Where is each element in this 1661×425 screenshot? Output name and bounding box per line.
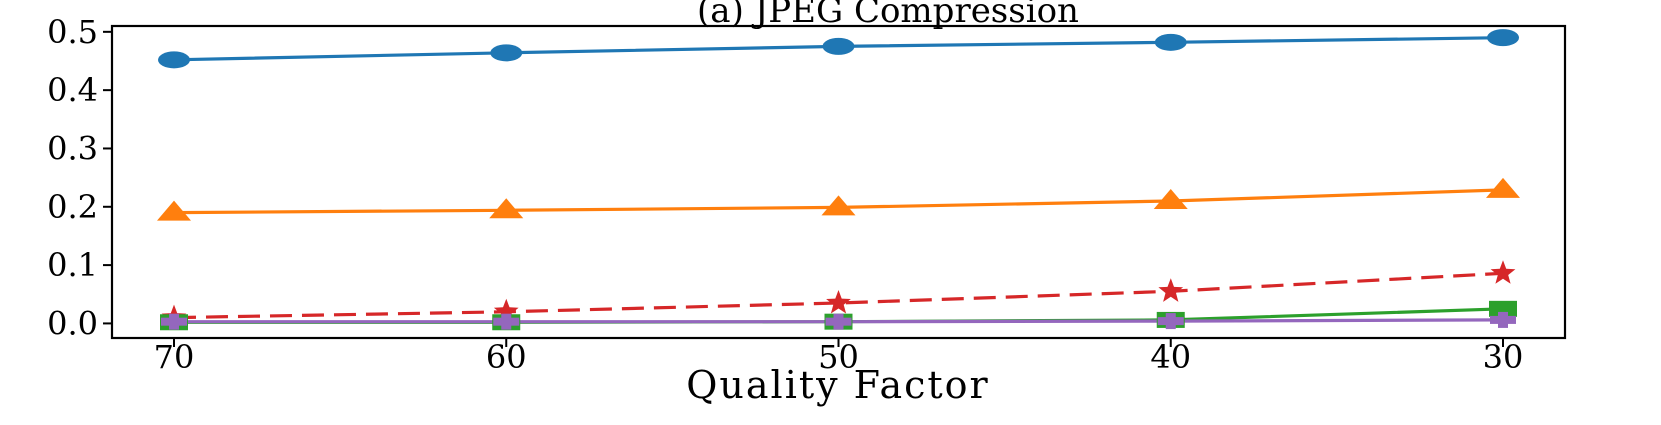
y-tick-label: 0.5 [47, 13, 98, 51]
y-tick-label: 0.2 [47, 188, 98, 226]
data-point-s4-5 [1489, 300, 1517, 317]
data-point-s1-1 [158, 51, 190, 69]
data-point-s3-5 [1490, 260, 1516, 284]
x-tick-label: 30 [1483, 338, 1524, 376]
y-tick-label: 0.3 [47, 129, 98, 167]
data-point-s5-4 [1157, 313, 1184, 330]
data-point-s1-4 [1154, 33, 1187, 51]
data-point-s1-5 [1487, 29, 1519, 47]
series-markers [157, 29, 1520, 331]
data-point-s5-1 [161, 313, 187, 330]
data-point-s2-2 [489, 198, 524, 219]
series-line-3 [173, 271, 1504, 320]
x-axis-label: Quality Factor [686, 363, 989, 407]
x-tick-label: 70 [154, 338, 195, 376]
x-axis: 70 60 50 40 30 [154, 338, 1524, 376]
y-axis: 0.0 0.1 0.2 0.3 0.4 0.5 [47, 13, 112, 342]
data-point-s5-3 [825, 313, 852, 330]
data-point-s5-5 [1490, 311, 1516, 328]
y-tick-label: 0.4 [47, 71, 98, 109]
x-tick-label: 50 [818, 338, 859, 376]
data-point-s3-4 [1158, 278, 1184, 302]
data-point-s2-3 [821, 195, 856, 216]
data-point-s3-3 [826, 290, 851, 314]
data-point-s1-3 [822, 37, 855, 55]
data-point-s2-5 [1486, 177, 1520, 198]
data-point-s3-2 [493, 298, 519, 323]
x-tick-label: 60 [486, 338, 527, 376]
x-tick-label: 40 [1150, 338, 1191, 376]
y-tick-label: 0.1 [47, 246, 98, 284]
data-point-s2-4 [1153, 188, 1188, 209]
data-point-s1-2 [490, 44, 523, 62]
series-lines [173, 36, 1504, 324]
y-tick-label: 0.0 [47, 304, 98, 342]
data-point-s5-2 [493, 313, 520, 330]
data-point-s2-1 [157, 200, 191, 221]
